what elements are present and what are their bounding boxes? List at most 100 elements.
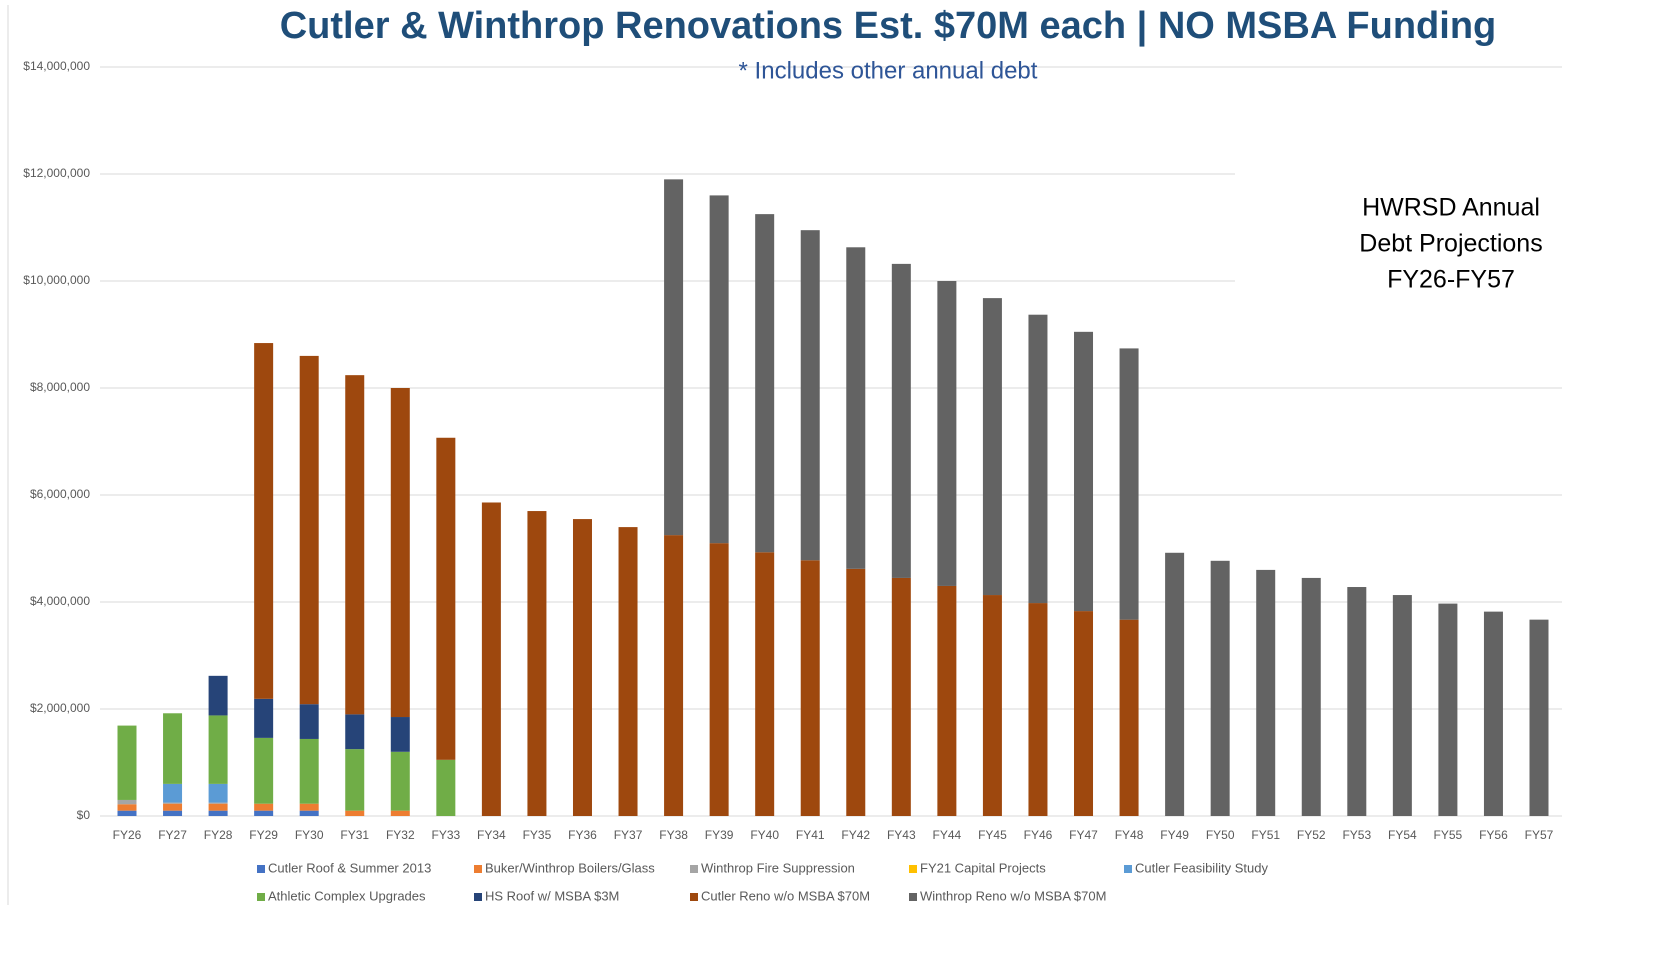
bar-segment — [937, 281, 957, 586]
x-tick-label: FY54 — [1388, 828, 1417, 842]
bar-segment — [709, 195, 729, 544]
x-tick-label: FY49 — [1160, 828, 1189, 842]
x-tick-label: FY29 — [249, 828, 278, 842]
bar-segment — [800, 230, 820, 561]
legend-label: Cutler Feasibility Study — [1135, 860, 1268, 875]
y-tick-label: $14,000,000 — [23, 59, 90, 73]
legend-label: Cutler Reno w/o MSBA $70M — [701, 888, 870, 903]
bar-segment — [937, 585, 957, 816]
legend-swatch — [690, 893, 698, 901]
bar-segment — [1301, 577, 1321, 816]
bar-segment — [846, 247, 866, 569]
bar-segment — [1483, 611, 1503, 816]
x-tick-label: FY55 — [1434, 828, 1463, 842]
bar-segment — [527, 511, 547, 816]
bar-segment — [117, 810, 137, 816]
bar-segment — [390, 810, 410, 816]
legend-label: HS Roof w/ MSBA $3M — [485, 888, 619, 903]
bar-segment — [345, 749, 365, 811]
chart-subtitle: * Includes other annual debt — [739, 57, 1038, 84]
x-tick-label: FY33 — [431, 828, 460, 842]
legend-swatch — [257, 893, 265, 901]
annotation: FY26-FY57 — [1387, 266, 1515, 294]
bar-segment — [208, 783, 228, 803]
x-tick-label: FY28 — [204, 828, 233, 842]
bar-segment — [891, 263, 911, 578]
bar-segment — [163, 713, 183, 784]
bar-segment — [664, 179, 684, 536]
chart-title: Cutler & Winthrop Renovations Est. $70M … — [280, 5, 1497, 47]
legend-label: Winthrop Fire Suppression — [701, 860, 855, 875]
bar-segment — [982, 298, 1002, 596]
bar-segment — [208, 715, 228, 784]
x-tick-label: FY51 — [1251, 828, 1280, 842]
bar-segment — [755, 214, 775, 553]
bar-segment — [117, 804, 137, 811]
x-tick-label: FY56 — [1479, 828, 1508, 842]
x-tick-label: FY39 — [705, 828, 734, 842]
bar-segment — [1028, 314, 1048, 604]
y-tick-label: $2,000,000 — [30, 701, 90, 715]
bar-segment — [299, 738, 319, 804]
x-tick-label: FY50 — [1206, 828, 1235, 842]
x-tick-label: FY44 — [933, 828, 962, 842]
annotation-box — [1235, 172, 1575, 302]
legend-swatch — [690, 865, 698, 873]
bar-segment — [163, 810, 183, 816]
legend-label: Cutler Roof & Summer 2013 — [268, 860, 431, 875]
y-tick-label: $0 — [77, 808, 91, 822]
bar-segment — [345, 714, 365, 750]
bar-segment — [208, 810, 228, 816]
bar-segment — [800, 560, 820, 816]
bar-segment — [755, 552, 775, 816]
x-tick-label: FY48 — [1115, 828, 1144, 842]
annotation: HWRSD Annual — [1362, 194, 1540, 222]
legend-swatch — [909, 893, 917, 901]
bar-segment — [163, 803, 183, 811]
bar-segment — [1529, 619, 1549, 816]
bar-segment — [709, 543, 729, 816]
x-tick-label: FY30 — [295, 828, 324, 842]
x-tick-label: FY47 — [1069, 828, 1098, 842]
bar-segment — [208, 675, 228, 716]
x-tick-label: FY37 — [614, 828, 643, 842]
x-tick-label: FY42 — [841, 828, 870, 842]
bar-segment — [299, 810, 319, 816]
x-tick-label: FY52 — [1297, 828, 1326, 842]
x-tick-label: FY26 — [113, 828, 142, 842]
bar-segment — [345, 810, 365, 816]
bar-segment — [345, 375, 365, 715]
bar-segment — [163, 802, 183, 804]
x-tick-label: FY40 — [750, 828, 779, 842]
x-tick-label: FY41 — [796, 828, 825, 842]
bar-segment — [208, 803, 228, 811]
bar-segment — [254, 803, 274, 811]
bar-segment — [117, 799, 137, 805]
x-tick-label: FY31 — [340, 828, 369, 842]
bar-segment — [208, 802, 228, 804]
bar-segment — [1074, 611, 1094, 816]
x-tick-label: FY57 — [1525, 828, 1554, 842]
bar-segment — [254, 737, 274, 804]
x-tick-label: FY45 — [978, 828, 1007, 842]
bar-segment — [1028, 603, 1048, 816]
x-tick-label: FY38 — [659, 828, 688, 842]
legend-swatch — [257, 865, 265, 873]
x-tick-label: FY46 — [1024, 828, 1053, 842]
bar-segment — [891, 577, 911, 816]
bar-segment — [163, 783, 183, 803]
legend-swatch — [1124, 865, 1132, 873]
bar-segment — [1210, 560, 1230, 816]
y-tick-label: $10,000,000 — [23, 273, 90, 287]
bar-segment — [572, 519, 592, 816]
x-tick-label: FY43 — [887, 828, 916, 842]
legend-swatch — [909, 865, 917, 873]
bar-segment — [982, 595, 1002, 816]
bar-segment — [299, 355, 319, 705]
bar-segment — [254, 810, 274, 816]
y-tick-label: $8,000,000 — [30, 380, 90, 394]
legend-label: Athletic Complex Upgrades — [268, 888, 426, 903]
bar-segment — [436, 759, 456, 816]
bar-segment — [618, 527, 638, 816]
